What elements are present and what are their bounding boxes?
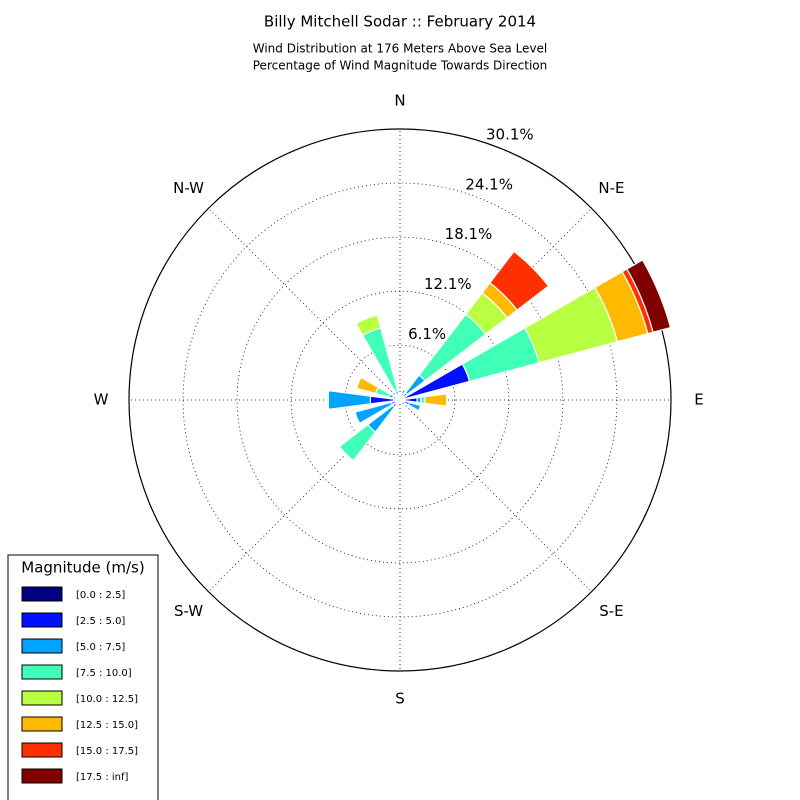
r-tick-label: 30.1% bbox=[486, 125, 534, 143]
legend-swatch bbox=[21, 716, 63, 732]
legend-swatch bbox=[21, 638, 63, 654]
theta-label: S-W bbox=[174, 602, 203, 620]
legend-swatch bbox=[21, 742, 63, 758]
polar-frame bbox=[128, 128, 672, 672]
theta-label: W bbox=[94, 391, 109, 409]
legend-label: [0.0 : 2.5] bbox=[76, 590, 125, 601]
grid bbox=[128, 128, 672, 672]
wedge bbox=[402, 388, 406, 392]
r-tick-label: 24.1% bbox=[465, 175, 513, 193]
theta-label: E bbox=[694, 391, 703, 409]
wedge bbox=[424, 393, 448, 407]
legend-label: [12.5 : 15.0] bbox=[76, 720, 138, 731]
wedge bbox=[395, 395, 398, 398]
legend-swatch bbox=[21, 586, 63, 602]
legend-label: [5.0 : 7.5] bbox=[76, 642, 125, 653]
theta-label: S-E bbox=[599, 602, 623, 620]
grid-circle bbox=[236, 236, 564, 564]
r-tick-label: 6.1% bbox=[408, 325, 446, 343]
legend-swatch bbox=[21, 690, 63, 706]
legend-swatch bbox=[21, 612, 63, 628]
theta-label: N-W bbox=[173, 179, 204, 197]
legend-label: [7.5 : 10.0] bbox=[76, 668, 132, 679]
grid-circle bbox=[182, 182, 618, 618]
theta-label: N-E bbox=[598, 179, 624, 197]
chart-title: Billy Mitchell Sodar :: February 2014 bbox=[264, 13, 536, 31]
grid-spoke bbox=[399, 399, 592, 592]
chart-subtitle: Wind Distribution at 176 Meters Above Se… bbox=[253, 42, 548, 56]
wedge bbox=[396, 404, 399, 406]
grid-spoke bbox=[208, 208, 401, 401]
r-tick-label: 18.1% bbox=[445, 225, 493, 243]
legend-label: [15.0 : 17.5] bbox=[76, 746, 138, 757]
labels: N N-E E S-E S S-W W N-W 6.1% 12.1% 18.1% 24.1% 30.1% bbox=[94, 92, 704, 708]
legend: Magnitude (m/s) [0.0 : 2.5] [2.5 : 5.0] [5.… bbox=[7, 554, 159, 800]
wedge bbox=[327, 390, 330, 410]
grid-circle bbox=[290, 290, 510, 510]
theta-label: N bbox=[394, 92, 405, 110]
legend-label: [2.5 : 5.0] bbox=[76, 616, 125, 627]
legend-swatch bbox=[21, 768, 63, 784]
wedge bbox=[327, 389, 372, 411]
wedge bbox=[355, 377, 362, 389]
chart-subtitle: Percentage of Wind Magnitude Towards Dir… bbox=[253, 59, 547, 73]
r-tick-label: 12.1% bbox=[424, 275, 472, 293]
theta-label: S bbox=[395, 690, 405, 708]
legend-swatch bbox=[21, 664, 63, 680]
bars bbox=[327, 250, 672, 462]
legend-label: [17.5 : inf] bbox=[76, 772, 129, 783]
legend-title: Magnitude (m/s) bbox=[21, 559, 144, 577]
wedge bbox=[626, 259, 672, 333]
legend-label: [10.0 : 12.5] bbox=[76, 694, 138, 705]
